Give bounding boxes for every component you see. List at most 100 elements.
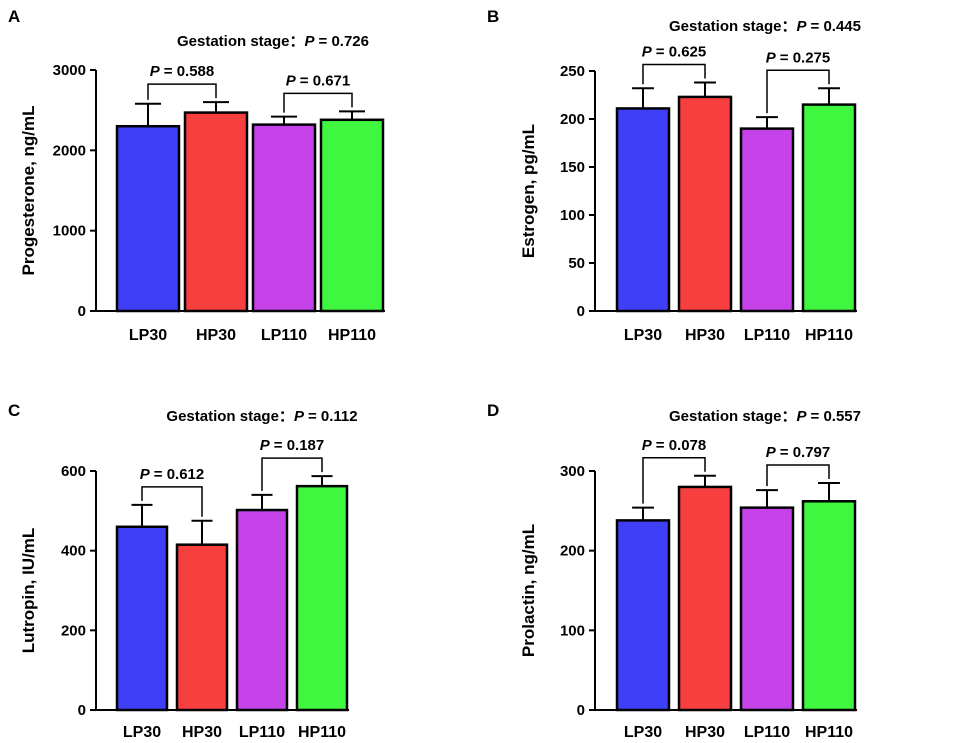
x-tick-label-lp30: LP30	[123, 724, 161, 741]
x-tick-label-hp110: HP110	[805, 724, 853, 741]
error-bar-hp30	[694, 81, 716, 97]
bar-hp30	[175, 543, 229, 712]
gestation-stage-p-symbol: P	[305, 33, 316, 50]
bar-hp30	[677, 95, 733, 313]
y-axis-label: Progesterone, ng/mL	[19, 105, 38, 275]
comparison-bracket	[147, 83, 217, 100]
error-bar-hp110	[818, 87, 840, 105]
y-tick-label: 0	[78, 303, 86, 320]
comparison-p-label: P = 0.588	[150, 63, 214, 80]
comparison-p-label: P = 0.625	[642, 44, 706, 61]
error-bar-lp30	[632, 87, 654, 109]
y-tick-label: 400	[61, 543, 86, 560]
panel-letter: B	[487, 7, 499, 26]
error-bar-lp110	[251, 493, 273, 511]
gestation-stage-p-symbol: P	[797, 18, 808, 35]
comparison-p-symbol: P	[766, 49, 777, 66]
gestation-stage-p-symbol: P	[294, 408, 305, 425]
x-tick-label-hp30: HP30	[196, 327, 236, 344]
bar-lp110	[739, 127, 795, 313]
x-tick-label-lp30: LP30	[129, 327, 167, 344]
y-tick-label: 1000	[53, 223, 86, 240]
error-bar-hp110	[338, 110, 366, 120]
comparison-bracket	[766, 464, 830, 487]
y-tick-label: 200	[560, 111, 585, 128]
error-bar-lp30	[632, 506, 654, 521]
panel-letter: A	[8, 7, 20, 26]
panel-letter: D	[487, 401, 499, 420]
y-tick-label: 0	[577, 702, 585, 719]
bar-lp30	[115, 525, 169, 712]
gestation-stage-label: Gestation stage：	[669, 408, 797, 425]
y-tick-label: 300	[560, 463, 585, 480]
x-tick-label-hp110: HP110	[805, 327, 853, 344]
x-tick-label-hp30: HP30	[685, 724, 725, 741]
comparison-bracket	[283, 92, 353, 113]
error-bar-hp110	[818, 481, 840, 502]
y-axis-label: Prolactin, ng/mL	[519, 524, 538, 657]
bar-hp110	[801, 103, 857, 313]
gestation-stage-p-value: = 0.726	[319, 33, 369, 50]
y-tick-label: 200	[560, 543, 585, 560]
bar-hp30	[677, 485, 733, 712]
bar-hp30	[183, 111, 249, 313]
comparison-p-value: = 0.671	[300, 72, 350, 89]
gestation-stage-label: Gestation stage：	[166, 408, 294, 425]
comparison-p-value: = 0.078	[656, 437, 706, 454]
error-bar-hp110	[311, 475, 333, 487]
comparison-p-symbol: P	[260, 437, 271, 454]
gestation-stage-p-value: = 0.557	[811, 408, 861, 425]
y-tick-label: 100	[560, 622, 585, 639]
y-axis-label: Estrogen, pg/mL	[519, 124, 538, 258]
x-tick-label-lp30: LP30	[624, 327, 662, 344]
comparison-p-symbol: P	[642, 437, 653, 454]
error-bar-hp30	[694, 474, 716, 487]
bar-lp110	[251, 123, 317, 313]
comparison-p-label: P = 0.671	[286, 72, 350, 89]
gestation-stage-title: Gestation stage：P = 0.445	[669, 18, 861, 35]
y-tick-label: 0	[78, 702, 86, 719]
error-bar-lp110	[756, 489, 778, 508]
x-tick-label-hp110: HP110	[328, 327, 376, 344]
error-bar-lp110	[756, 116, 778, 129]
gestation-stage-p-symbol: P	[797, 408, 808, 425]
y-tick-label: 3000	[53, 62, 86, 79]
comparison-p-symbol: P	[140, 466, 151, 483]
comparison-p-value: = 0.187	[274, 437, 324, 454]
error-bar-hp30	[191, 519, 213, 545]
x-tick-label-hp30: HP30	[685, 327, 725, 344]
bar-hp110	[801, 500, 857, 712]
gestation-stage-title: Gestation stage：P = 0.726	[177, 33, 369, 50]
gestation-stage-p-value: = 0.445	[811, 18, 861, 35]
comparison-p-label: P = 0.275	[766, 49, 830, 66]
comparison-bracket	[766, 69, 830, 114]
gestation-stage-label: Gestation stage：	[669, 18, 797, 35]
x-tick-label-hp30: HP30	[182, 724, 222, 741]
error-bar-lp110	[270, 115, 298, 125]
comparison-p-label: P = 0.612	[140, 466, 204, 483]
y-tick-label: 50	[568, 255, 585, 272]
comparison-bracket	[642, 457, 706, 504]
comparison-p-symbol: P	[642, 44, 653, 61]
bar-lp30	[615, 519, 671, 712]
y-tick-label: 2000	[53, 142, 86, 159]
y-axis-label: Lutropin, IU/mL	[19, 528, 38, 654]
x-tick-label-lp110: LP110	[744, 724, 790, 741]
gestation-stage-title: Gestation stage：P = 0.112	[166, 408, 357, 425]
bar-hp110	[319, 118, 385, 313]
bar-lp110	[235, 508, 289, 712]
panel-letter: C	[8, 401, 20, 420]
comparison-p-value: = 0.275	[780, 49, 830, 66]
y-tick-label: 600	[61, 463, 86, 480]
panel-a: A Gestation stage：P = 0.726 Progesterone, n…	[8, 7, 385, 344]
x-tick-label-lp110: LP110	[744, 327, 790, 344]
bar-hp110	[295, 484, 349, 712]
comparison-p-value: = 0.588	[164, 63, 214, 80]
gestation-stage-title: Gestation stage：P = 0.557	[669, 408, 861, 425]
y-tick-label: 0	[577, 303, 585, 320]
error-bar-lp30	[131, 503, 153, 527]
comparison-p-value: = 0.612	[154, 466, 204, 483]
comparison-p-symbol: P	[150, 63, 161, 80]
